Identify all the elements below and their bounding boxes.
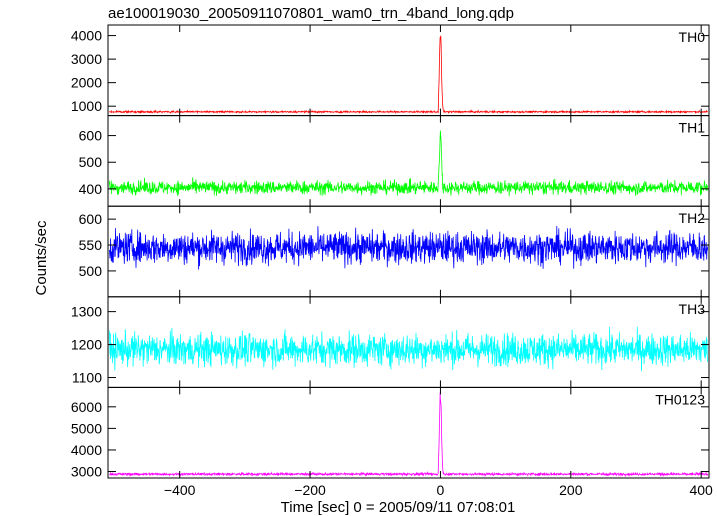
y-axis-label: Counts/sec bbox=[33, 220, 50, 296]
panel-label: TH0123 bbox=[655, 391, 705, 407]
panel-th0123: 3000 4000 5000 6000 TH0123 bbox=[71, 386, 710, 480]
y-tick-label: 5000 bbox=[71, 420, 102, 436]
series-line-th3 bbox=[108, 326, 708, 372]
y-tick-label: 1100 bbox=[72, 370, 102, 386]
panel-label: TH2 bbox=[679, 210, 706, 226]
series-line-th0123 bbox=[109, 392, 709, 478]
x-tick-label: 200 bbox=[559, 482, 583, 498]
panel-th2: 500 550 600 TH2 bbox=[79, 205, 710, 298]
y-tick-label: 4000 bbox=[71, 28, 102, 44]
panel-frame bbox=[107, 24, 710, 117]
panel-frame bbox=[107, 386, 710, 479]
y-tick-label: 400 bbox=[79, 181, 103, 197]
y-tick-label: 1300 bbox=[71, 304, 102, 320]
panel-label: TH3 bbox=[679, 301, 706, 317]
panel-th1: 400 500 600 TH1 bbox=[79, 115, 710, 207]
y-tick-label: 6000 bbox=[71, 399, 102, 415]
y-tick-label: 1000 bbox=[71, 98, 102, 114]
x-tick-label: 400 bbox=[689, 482, 713, 498]
x-tick-label: 0 bbox=[437, 482, 445, 498]
x-axis-label: Time [sec] 0 = 2005/09/11 07:08:01 bbox=[281, 499, 516, 516]
y-tick-label: 4000 bbox=[71, 442, 102, 458]
y-tick-label: 3000 bbox=[71, 51, 102, 67]
series-line-th0 bbox=[109, 35, 708, 115]
y-tick-label: 600 bbox=[79, 211, 103, 227]
y-tick-label: 500 bbox=[79, 263, 103, 279]
x-tick-label: −400 bbox=[164, 482, 196, 498]
y-tick-label: 600 bbox=[79, 128, 103, 144]
y-tick-label: 2000 bbox=[71, 75, 102, 91]
series-line-th2 bbox=[108, 225, 709, 270]
panel-label: TH1 bbox=[679, 120, 706, 136]
series-line-th1 bbox=[108, 130, 709, 197]
x-tick-label: −200 bbox=[294, 482, 326, 498]
panel-label: TH0 bbox=[679, 29, 706, 45]
y-tick-label: 3000 bbox=[71, 464, 102, 480]
y-tick-label: 550 bbox=[79, 237, 103, 253]
panel-th3: 1100 1200 1300 TH3 bbox=[71, 296, 710, 388]
chart-title: ae100019030_20050911070801_wam0_trn_4ban… bbox=[108, 5, 514, 22]
panel-th0: 1000 2000 3000 4000 TH0 bbox=[71, 24, 710, 117]
y-tick-label: 1200 bbox=[71, 337, 102, 353]
y-tick-label: 500 bbox=[79, 154, 103, 170]
